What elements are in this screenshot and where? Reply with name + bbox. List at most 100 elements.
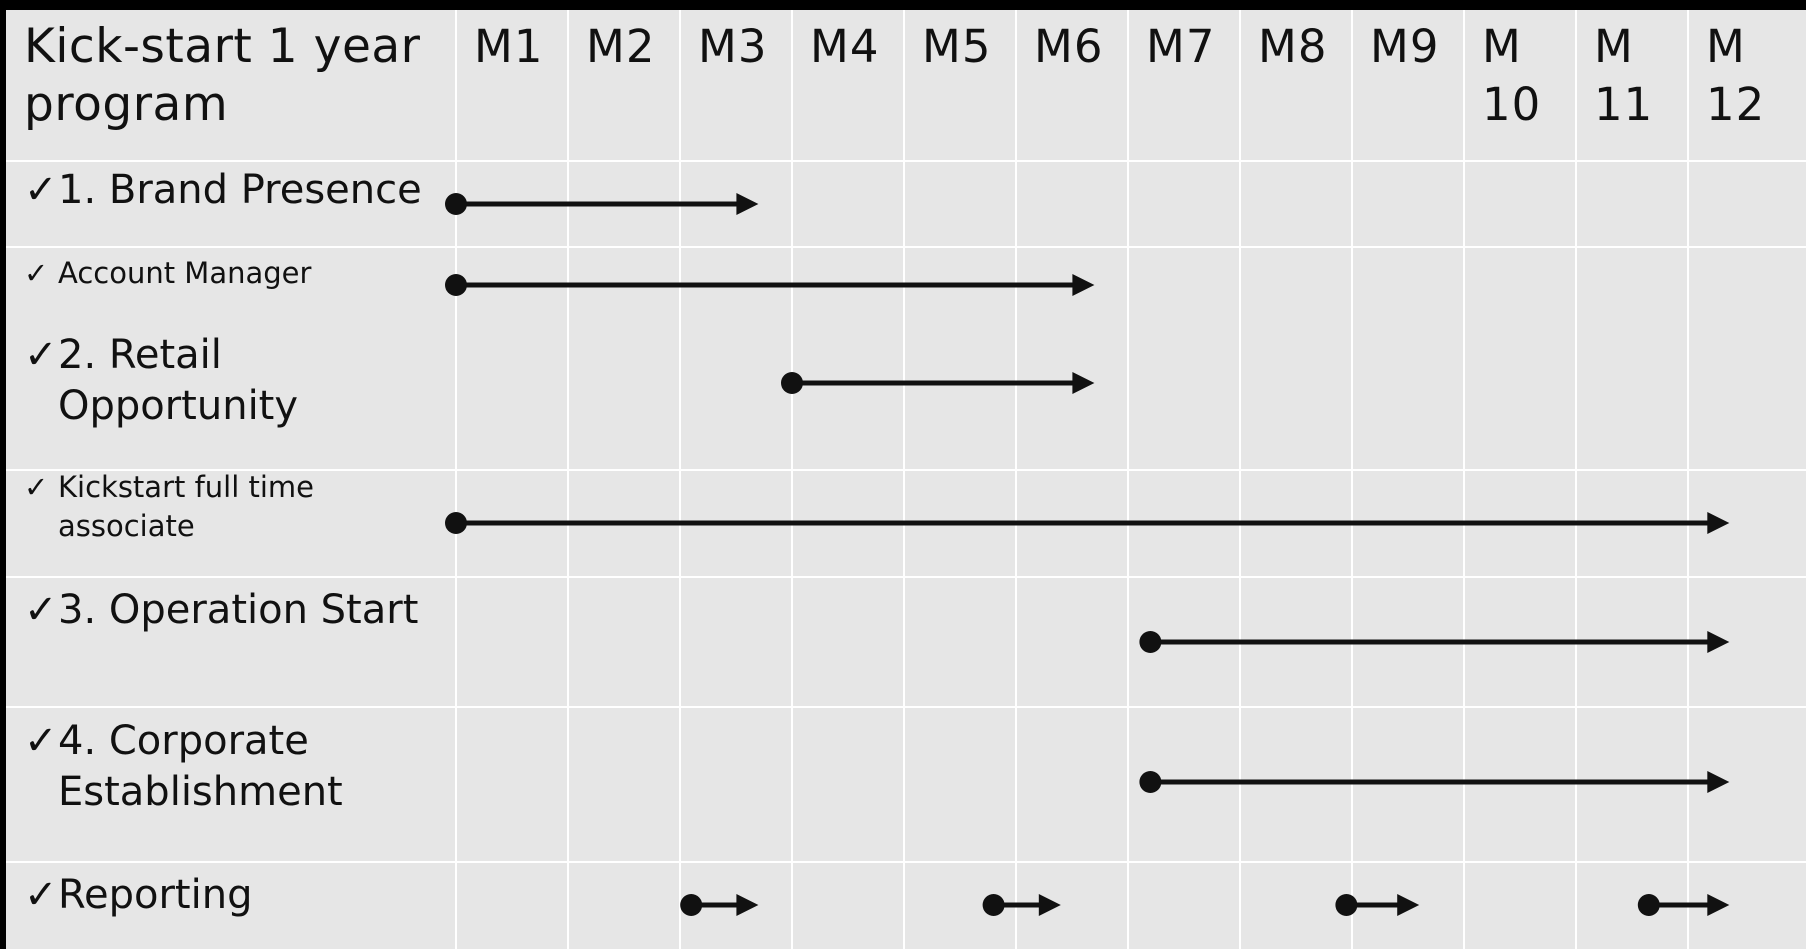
grid-row-line: [6, 246, 1806, 248]
timeline-arrow: [781, 372, 1095, 394]
month-header-m9: M9: [1370, 18, 1439, 76]
task-label: ✓ 4. Corporate Establishment: [24, 716, 343, 818]
month-header-m7: M7: [1146, 18, 1215, 76]
grid-row-line: [6, 861, 1806, 863]
grid-row-line: [6, 160, 1806, 162]
task-label: ✓ Kickstart full time associate: [24, 468, 314, 546]
month-header-line1: M: [1594, 20, 1634, 73]
timeline-arrow: [982, 894, 1061, 916]
task-label: ✓ 3. Operation Start: [24, 585, 418, 636]
checkmark-icon: ✓: [24, 587, 58, 633]
grid-column-line: [1127, 10, 1129, 949]
month-header-line1: M1: [474, 20, 544, 73]
program-title: Kick-start 1 year program: [24, 19, 421, 132]
timeline-arrow: [1139, 771, 1730, 793]
timeline-arrow: [445, 193, 759, 215]
grid-row-line: [6, 576, 1806, 578]
grid-row-line: [6, 469, 1806, 471]
arrow-start-dot: [1139, 631, 1162, 653]
task-label-line1: Kickstart full time: [58, 470, 315, 504]
task-label-line2: associate: [58, 509, 195, 543]
month-header-line2: 10: [1482, 78, 1542, 131]
checkmark-icon: ✓: [24, 718, 58, 764]
timeline-arrow: [445, 274, 1095, 296]
month-header-m11: M 11: [1594, 18, 1653, 134]
grid-column-line: [1463, 10, 1465, 949]
grid-column-line: [791, 10, 793, 949]
task-label-line1: 1. Brand Presence: [58, 167, 422, 213]
month-header-m1: M1: [474, 18, 543, 76]
timeline-arrow: [1335, 894, 1420, 916]
month-header-m8: M8: [1258, 18, 1327, 76]
month-header-line1: M: [1482, 20, 1522, 73]
timeline-arrow: [680, 894, 759, 916]
grid-column-line: [1015, 10, 1017, 949]
arrow-start-dot: [445, 512, 467, 534]
checkmark-icon: ✓: [24, 256, 49, 290]
month-header-m4: M4: [810, 18, 879, 76]
timeline-arrow: [445, 512, 1730, 534]
month-header-line1: M4: [810, 20, 880, 73]
arrow-start-dot: [1335, 894, 1358, 916]
grid-column-line: [567, 10, 569, 949]
arrow-start-dot: [445, 193, 467, 215]
task-label-line2: Establishment: [58, 769, 343, 815]
checkmark-icon: ✓: [24, 167, 58, 213]
arrow-start-dot: [1139, 771, 1162, 793]
grid-column-line: [1687, 10, 1689, 949]
month-header-line1: M: [1706, 20, 1746, 73]
arrow-head: [1707, 512, 1730, 534]
task-label: ✓ Reporting: [24, 870, 252, 921]
month-header-line1: M5: [922, 20, 992, 73]
grid-column-line: [1239, 10, 1241, 949]
grid-column-line: [455, 10, 457, 949]
arrow-head: [1072, 274, 1095, 296]
month-header-line1: M6: [1034, 20, 1104, 73]
month-header-line1: M9: [1370, 20, 1440, 73]
timeline-arrow: [1637, 894, 1730, 916]
arrow-start-dot: [781, 372, 803, 394]
task-label-line1: 4. Corporate: [58, 718, 309, 764]
task-label: ✓ 1. Brand Presence: [24, 165, 422, 216]
gantt-board: Kick-start 1 year program M1 M2 M3 M4 M5 M6 M7…: [6, 10, 1806, 949]
month-header-line1: M2: [586, 20, 656, 73]
task-label-line1: Reporting: [58, 872, 253, 918]
arrow-head: [736, 894, 759, 916]
timeline-arrows: [445, 193, 1730, 916]
arrow-head: [1038, 894, 1061, 916]
arrow-start-dot: [1637, 894, 1660, 916]
task-label-line1: 2. Retail: [58, 332, 222, 378]
month-header-m2: M2: [586, 18, 655, 76]
month-header-line1: M8: [1258, 20, 1328, 73]
arrow-start-dot: [982, 894, 1005, 916]
month-header-m5: M5: [922, 18, 991, 76]
checkmark-icon: ✓: [24, 470, 49, 504]
month-header-line2: 11: [1594, 78, 1654, 131]
task-label-line1: 3. Operation Start: [58, 587, 419, 633]
task-label-line1: Account Manager: [58, 256, 312, 290]
arrow-start-dot: [680, 894, 703, 916]
month-header-m6: M6: [1034, 18, 1103, 76]
arrow-start-dot: [445, 274, 467, 296]
grid-column-line: [903, 10, 905, 949]
month-header-line2: 12: [1706, 78, 1766, 131]
checkmark-icon: ✓: [24, 332, 58, 378]
month-header-m12: M 12: [1706, 18, 1765, 134]
grid-column-line: [1351, 10, 1353, 949]
month-header-m3: M3: [698, 18, 767, 76]
task-label-line2: Opportunity: [58, 383, 299, 429]
checkmark-icon: ✓: [24, 872, 58, 918]
timeline-arrow: [1139, 631, 1730, 653]
grid-row-line: [6, 706, 1806, 708]
month-header-line1: M3: [698, 20, 768, 73]
arrow-head: [1707, 631, 1730, 653]
task-label: ✓ 2. Retail Opportunity: [24, 330, 298, 432]
arrow-head: [1707, 894, 1730, 916]
arrow-head: [736, 193, 759, 215]
arrow-head: [1397, 894, 1420, 916]
month-header-line1: M7: [1146, 20, 1216, 73]
grid-column-line: [679, 10, 681, 949]
grid-column-line: [1575, 10, 1577, 949]
arrow-head: [1707, 771, 1730, 793]
